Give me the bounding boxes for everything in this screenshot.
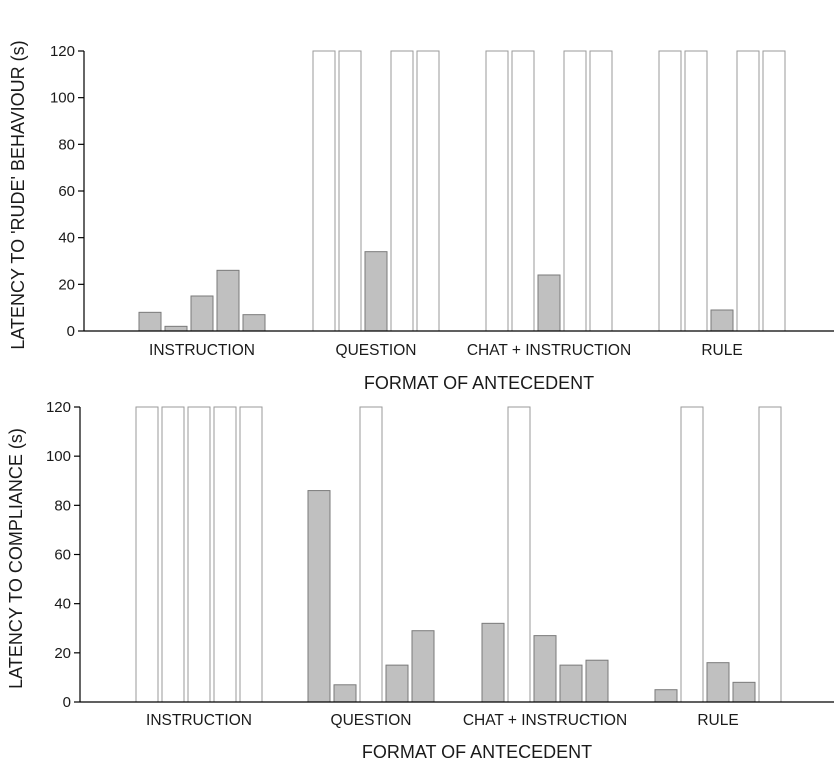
bar-question-p2 xyxy=(338,50,362,332)
y-tick-label: 100 xyxy=(46,448,71,465)
category-label-chat-instruction: CHAT + INSTRUCTION xyxy=(463,712,627,729)
category-label-rule: RULE xyxy=(701,342,742,359)
bars-group xyxy=(138,50,786,332)
y-tick-label: 20 xyxy=(58,276,75,293)
bar-rule-p4 xyxy=(736,50,760,332)
bar-question-p1 xyxy=(312,50,336,332)
bar-instruction-p2 xyxy=(161,406,185,703)
bar-rule-p2 xyxy=(680,406,704,703)
y-ticks: 0 20 40 60 80 100 120 xyxy=(46,399,80,711)
y-axis-title: LATENCY TO COMPLIANCE (s) xyxy=(6,428,26,689)
bar-chat-instruction-p3 xyxy=(537,274,561,332)
y-tick-label: 40 xyxy=(54,596,71,613)
bar-rule-p5 xyxy=(762,50,786,332)
category-label-instruction: INSTRUCTION xyxy=(149,342,255,359)
bar-chat-instruction-p4 xyxy=(563,50,587,332)
bar-question-p2 xyxy=(333,684,357,703)
bar-instruction-p1 xyxy=(135,406,159,703)
category-label-question: QUESTION xyxy=(336,342,417,359)
bar-instruction-p1 xyxy=(138,311,162,332)
y-tick-label: 20 xyxy=(54,645,71,662)
y-axis-title: LATENCY TO 'RUDE' BEHAVIOUR (s) xyxy=(8,40,28,349)
x-categories: INSTRUCTION QUESTION CHAT + INSTRUCTION RUL… xyxy=(149,342,743,359)
category-label-question: QUESTION xyxy=(331,712,412,729)
bar-rule-p4 xyxy=(732,681,756,703)
bar-question-p4 xyxy=(390,50,414,332)
bar-instruction-p4 xyxy=(213,406,237,703)
bar-chat-instruction-p1 xyxy=(481,622,505,703)
y-tick-label: 80 xyxy=(58,136,75,153)
bar-question-p3 xyxy=(359,406,383,703)
bar-chat-instruction-p3 xyxy=(533,635,557,703)
category-label-chat-instruction: CHAT + INSTRUCTION xyxy=(467,342,631,359)
y-tick-label: 120 xyxy=(46,399,71,416)
x-axis-title: FORMAT OF ANTECEDENT xyxy=(364,373,594,393)
y-tick-label: 0 xyxy=(67,323,75,340)
bar-rule-p2 xyxy=(684,50,708,332)
y-tick-label: 100 xyxy=(50,90,75,107)
bar-instruction-p5 xyxy=(242,314,266,332)
bar-chat-instruction-p2 xyxy=(507,406,531,703)
bars-group xyxy=(135,406,782,703)
bar-rule-p3 xyxy=(710,309,734,332)
bar-rule-p3 xyxy=(706,662,730,703)
x-axis-title: FORMAT OF ANTECEDENT xyxy=(362,742,592,762)
bar-rule-p1 xyxy=(658,50,682,332)
bar-instruction-p2 xyxy=(164,325,188,332)
bar-question-p4 xyxy=(385,664,409,703)
y-tick-label: 0 xyxy=(63,694,71,711)
y-tick-label: 120 xyxy=(50,43,75,60)
bar-question-p5 xyxy=(416,50,440,332)
bar-instruction-p5 xyxy=(239,406,263,703)
bar-chat-instruction-p4 xyxy=(559,664,583,703)
bar-chat-instruction-p2 xyxy=(511,50,535,332)
y-tick-label: 40 xyxy=(58,230,75,247)
y-tick-label: 60 xyxy=(54,547,71,564)
y-tick-label: 80 xyxy=(54,497,71,514)
bar-chat-instruction-p1 xyxy=(485,50,509,332)
bar-chat-instruction-p5 xyxy=(589,50,613,332)
bar-question-p3 xyxy=(364,251,388,332)
y-ticks: 0 20 40 60 80 100 120 xyxy=(50,43,84,340)
bar-instruction-p3 xyxy=(187,406,211,703)
bar-chat-instruction-p5 xyxy=(585,659,609,703)
y-tick-label: 60 xyxy=(58,183,75,200)
category-label-rule: RULE xyxy=(697,712,738,729)
bar-instruction-p4 xyxy=(216,269,240,332)
bar-question-p5 xyxy=(411,630,435,703)
panel-rude-behaviour: 0 20 40 60 80 100 120 INSTRUCTION QUESTION CHAT … xyxy=(8,40,834,393)
bar-rule-p1 xyxy=(654,689,678,703)
bar-instruction-p3 xyxy=(190,295,214,332)
bar-question-p1 xyxy=(307,490,331,703)
panel-compliance: 0 20 40 60 80 100 120 INSTRUCTION QUESTION CHAT … xyxy=(6,399,834,762)
x-categories: INSTRUCTION QUESTION CHAT + INSTRUCTION RUL… xyxy=(146,712,739,729)
bar-rule-p5 xyxy=(758,406,782,703)
category-label-instruction: INSTRUCTION xyxy=(146,712,252,729)
